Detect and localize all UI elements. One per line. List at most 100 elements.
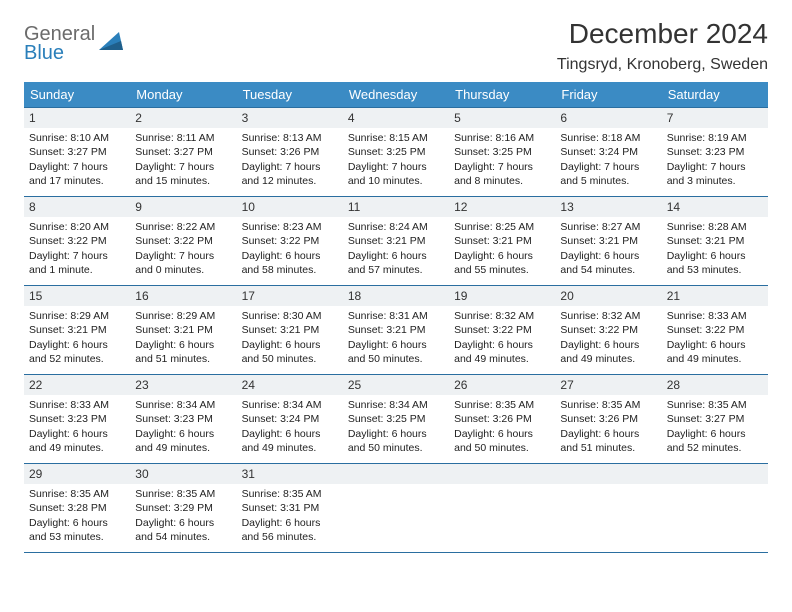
day-number: 4 — [343, 108, 449, 128]
day-body: Sunrise: 8:35 AMSunset: 3:29 PMDaylight:… — [130, 484, 236, 550]
sunset-line: Sunset: 3:27 PM — [135, 145, 231, 159]
day-header: Friday — [555, 82, 661, 107]
daylight-line: Daylight: 7 hours and 0 minutes. — [135, 249, 231, 277]
day-cell: 12 Sunrise: 8:25 AMSunset: 3:21 PMDayligh… — [449, 197, 555, 285]
day-body: Sunrise: 8:35 AMSunset: 3:26 PMDaylight:… — [449, 395, 555, 461]
sunrise-line: Sunrise: 8:35 AM — [454, 398, 550, 412]
day-body: Sunrise: 8:35 AMSunset: 3:26 PMDaylight:… — [555, 395, 661, 461]
sunset-line: Sunset: 3:21 PM — [242, 323, 338, 337]
sunset-line: Sunset: 3:22 PM — [242, 234, 338, 248]
day-header-row: SundayMondayTuesdayWednesdayThursdayFrid… — [24, 82, 768, 107]
week-row: 15Sunrise: 8:29 AMSunset: 3:21 PMDayligh… — [24, 286, 768, 375]
day-body: Sunrise: 8:35 AMSunset: 3:27 PMDaylight:… — [662, 395, 768, 461]
day-cell: 13Sunrise: 8:27 AMSunset: 3:21 PMDayligh… — [555, 197, 661, 285]
daylight-line: Daylight: 7 hours and 5 minutes. — [560, 160, 656, 188]
sunset-line: Sunset: 3:21 PM — [29, 323, 125, 337]
daylight-line: Daylight: 6 hours and 53 minutes. — [667, 249, 763, 277]
sunrise-line: Sunrise: 8:32 AM — [560, 309, 656, 323]
daylight-line: Daylight: 6 hours and 52 minutes. — [667, 427, 763, 455]
week-row: 1Sunrise: 8:10 AMSunset: 3:27 PMDaylight… — [24, 108, 768, 197]
logo: General Blue — [24, 24, 123, 63]
day-header: Monday — [130, 82, 236, 107]
day-cell: 28Sunrise: 8:35 AMSunset: 3:27 PMDayligh… — [662, 375, 768, 463]
sunset-line: Sunset: 3:23 PM — [667, 145, 763, 159]
location: Tingsryd, Kronoberg, Sweden — [557, 56, 768, 74]
sunset-line: Sunset: 3:24 PM — [560, 145, 656, 159]
day-body: Sunrise: 8:32 AMSunset: 3:22 PMDaylight:… — [449, 306, 555, 372]
daylight-line: Daylight: 6 hours and 55 minutes. — [454, 249, 550, 277]
sunset-line: Sunset: 3:24 PM — [242, 412, 338, 426]
sunset-line: Sunset: 3:31 PM — [242, 501, 338, 515]
day-body: Sunrise: 8:23 AMSunset: 3:22 PMDaylight:… — [237, 217, 343, 283]
day-number: 6 — [555, 108, 661, 128]
sunset-line: Sunset: 3:21 PM — [348, 234, 444, 248]
day-cell: 9Sunrise: 8:22 AMSunset: 3:22 PMDaylight… — [130, 197, 236, 285]
sunrise-line: Sunrise: 8:11 AM — [135, 131, 231, 145]
day-body: Sunrise: 8:30 AMSunset: 3:21 PMDaylight:… — [237, 306, 343, 372]
day-header: Sunday — [24, 82, 130, 107]
daylight-line: Daylight: 6 hours and 51 minutes. — [560, 427, 656, 455]
day-header: Tuesday — [237, 82, 343, 107]
daylight-line: Daylight: 7 hours and 8 minutes. — [454, 160, 550, 188]
day-cell — [662, 464, 768, 552]
sunrise-line: Sunrise: 8:20 AM — [29, 220, 125, 234]
day-body: Sunrise: 8:16 AMSunset: 3:25 PMDaylight:… — [449, 128, 555, 194]
daylight-line: Daylight: 6 hours and 54 minutes. — [560, 249, 656, 277]
day-number: 13 — [555, 197, 661, 217]
daylight-line: Daylight: 7 hours and 1 minute. — [29, 249, 125, 277]
day-number: 27 — [555, 375, 661, 395]
daylight-line: Daylight: 7 hours and 10 minutes. — [348, 160, 444, 188]
sunrise-line: Sunrise: 8:29 AM — [29, 309, 125, 323]
daylight-line: Daylight: 6 hours and 54 minutes. — [135, 516, 231, 544]
day-number: 11 — [343, 197, 449, 217]
day-cell: 1Sunrise: 8:10 AMSunset: 3:27 PMDaylight… — [24, 108, 130, 196]
sunrise-line: Sunrise: 8:35 AM — [242, 487, 338, 501]
day-cell: 6 Sunrise: 8:18 AMSunset: 3:24 PMDaylight… — [555, 108, 661, 196]
day-number — [449, 464, 555, 484]
sunrise-line: Sunrise: 8:16 AM — [454, 131, 550, 145]
sunrise-line: Sunrise: 8:25 AM — [454, 220, 550, 234]
day-number: 22 — [24, 375, 130, 395]
day-number: 12 — [449, 197, 555, 217]
day-number: 2 — [130, 108, 236, 128]
day-header: Thursday — [449, 82, 555, 107]
daylight-line: Daylight: 6 hours and 58 minutes. — [242, 249, 338, 277]
day-body: Sunrise: 8:22 AMSunset: 3:22 PMDaylight:… — [130, 217, 236, 283]
day-number: 17 — [237, 286, 343, 306]
month-title: December 2024 — [557, 18, 768, 50]
day-cell: 4Sunrise: 8:15 AMSunset: 3:25 PMDaylight… — [343, 108, 449, 196]
day-cell: 24Sunrise: 8:34 AMSunset: 3:24 PMDayligh… — [237, 375, 343, 463]
day-cell — [343, 464, 449, 552]
daylight-line: Daylight: 7 hours and 12 minutes. — [242, 160, 338, 188]
day-cell: 21Sunrise: 8:33 AMSunset: 3:22 PMDayligh… — [662, 286, 768, 374]
day-cell: 30Sunrise: 8:35 AMSunset: 3:29 PMDayligh… — [130, 464, 236, 552]
day-cell — [555, 464, 661, 552]
sunrise-line: Sunrise: 8:19 AM — [667, 131, 763, 145]
day-number: 8 — [24, 197, 130, 217]
sunrise-line: Sunrise: 8:10 AM — [29, 131, 125, 145]
sunrise-line: Sunrise: 8:35 AM — [135, 487, 231, 501]
day-body: Sunrise: 8:33 AMSunset: 3:22 PMDaylight:… — [662, 306, 768, 372]
sunrise-line: Sunrise: 8:35 AM — [667, 398, 763, 412]
sunset-line: Sunset: 3:22 PM — [560, 323, 656, 337]
day-body: Sunrise: 8:34 AMSunset: 3:23 PMDaylight:… — [130, 395, 236, 461]
day-cell: 31Sunrise: 8:35 AMSunset: 3:31 PMDayligh… — [237, 464, 343, 552]
sunrise-line: Sunrise: 8:31 AM — [348, 309, 444, 323]
sunrise-line: Sunrise: 8:18 AM — [560, 131, 656, 145]
day-cell: 17Sunrise: 8:30 AMSunset: 3:21 PMDayligh… — [237, 286, 343, 374]
sunrise-line: Sunrise: 8:34 AM — [135, 398, 231, 412]
sunset-line: Sunset: 3:27 PM — [29, 145, 125, 159]
sunset-line: Sunset: 3:21 PM — [135, 323, 231, 337]
sunset-line: Sunset: 3:21 PM — [454, 234, 550, 248]
day-cell: 25Sunrise: 8:34 AMSunset: 3:25 PMDayligh… — [343, 375, 449, 463]
sunset-line: Sunset: 3:23 PM — [135, 412, 231, 426]
daylight-line: Daylight: 7 hours and 15 minutes. — [135, 160, 231, 188]
day-body: Sunrise: 8:10 AMSunset: 3:27 PMDaylight:… — [24, 128, 130, 194]
day-cell: 27Sunrise: 8:35 AMSunset: 3:26 PMDayligh… — [555, 375, 661, 463]
day-number: 7 — [662, 108, 768, 128]
week-row: 8Sunrise: 8:20 AMSunset: 3:22 PMDaylight… — [24, 197, 768, 286]
day-number: 26 — [449, 375, 555, 395]
sunrise-line: Sunrise: 8:13 AM — [242, 131, 338, 145]
day-cell: 8Sunrise: 8:20 AMSunset: 3:22 PMDaylight… — [24, 197, 130, 285]
daylight-line: Daylight: 6 hours and 49 minutes. — [560, 338, 656, 366]
